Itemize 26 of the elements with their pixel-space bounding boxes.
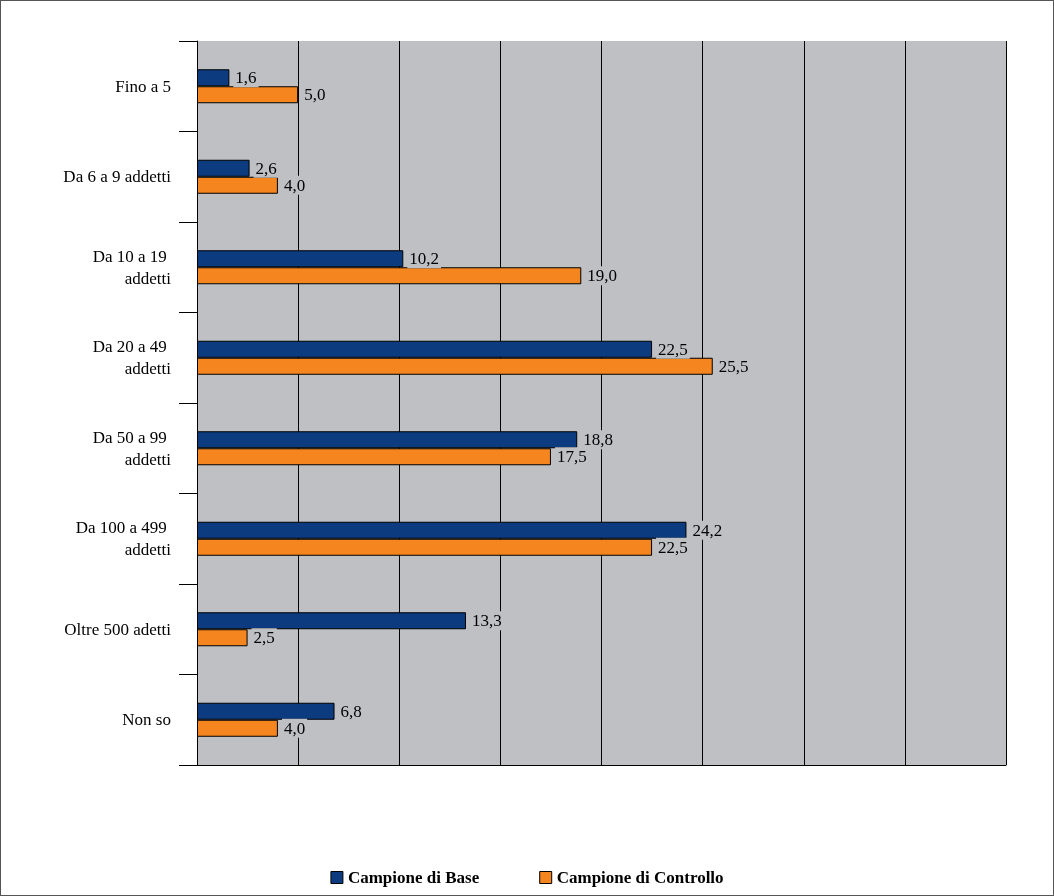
data-label: 4,0 (283, 175, 306, 195)
data-label: 10,2 (409, 249, 440, 269)
data-label: 2,6 (255, 158, 277, 178)
legend-label: Campione di Base (347, 868, 480, 887)
data-label: 5,0 (304, 85, 326, 105)
y-tick-label: Da 20 a 49 addetti (92, 337, 172, 379)
legend-label: Campione di Controllo (556, 868, 724, 887)
data-label: 22,5 (658, 339, 688, 359)
y-tick-label: Da 6 a 9 addetti (63, 167, 172, 187)
data-label: 13,3 (471, 611, 502, 631)
y-tick-label: Da 50 a 99 addetti (92, 427, 172, 469)
data-label: 25,5 (718, 356, 749, 376)
data-label: 22,5 (658, 537, 688, 557)
data-label: 4,0 (283, 718, 306, 738)
data-label: 24,2 (692, 520, 723, 540)
data-label: 19,0 (587, 266, 618, 286)
data-label: 17,5 (556, 447, 587, 467)
y-tick-label: Da 10 a 19 addetti (92, 246, 172, 288)
y-tick-label: Non so (122, 710, 171, 730)
y-tick-label: Da 100 a 499 addetti (75, 518, 172, 560)
y-tick-label: Fino a 5 (115, 76, 171, 96)
y-tick-label: Oltre 500 adetti (64, 619, 172, 639)
data-label: 18,8 (583, 430, 613, 450)
data-label: 2,5 (253, 628, 275, 648)
data-label: 1,6 (235, 68, 257, 88)
data-label: 6,8 (340, 701, 362, 721)
